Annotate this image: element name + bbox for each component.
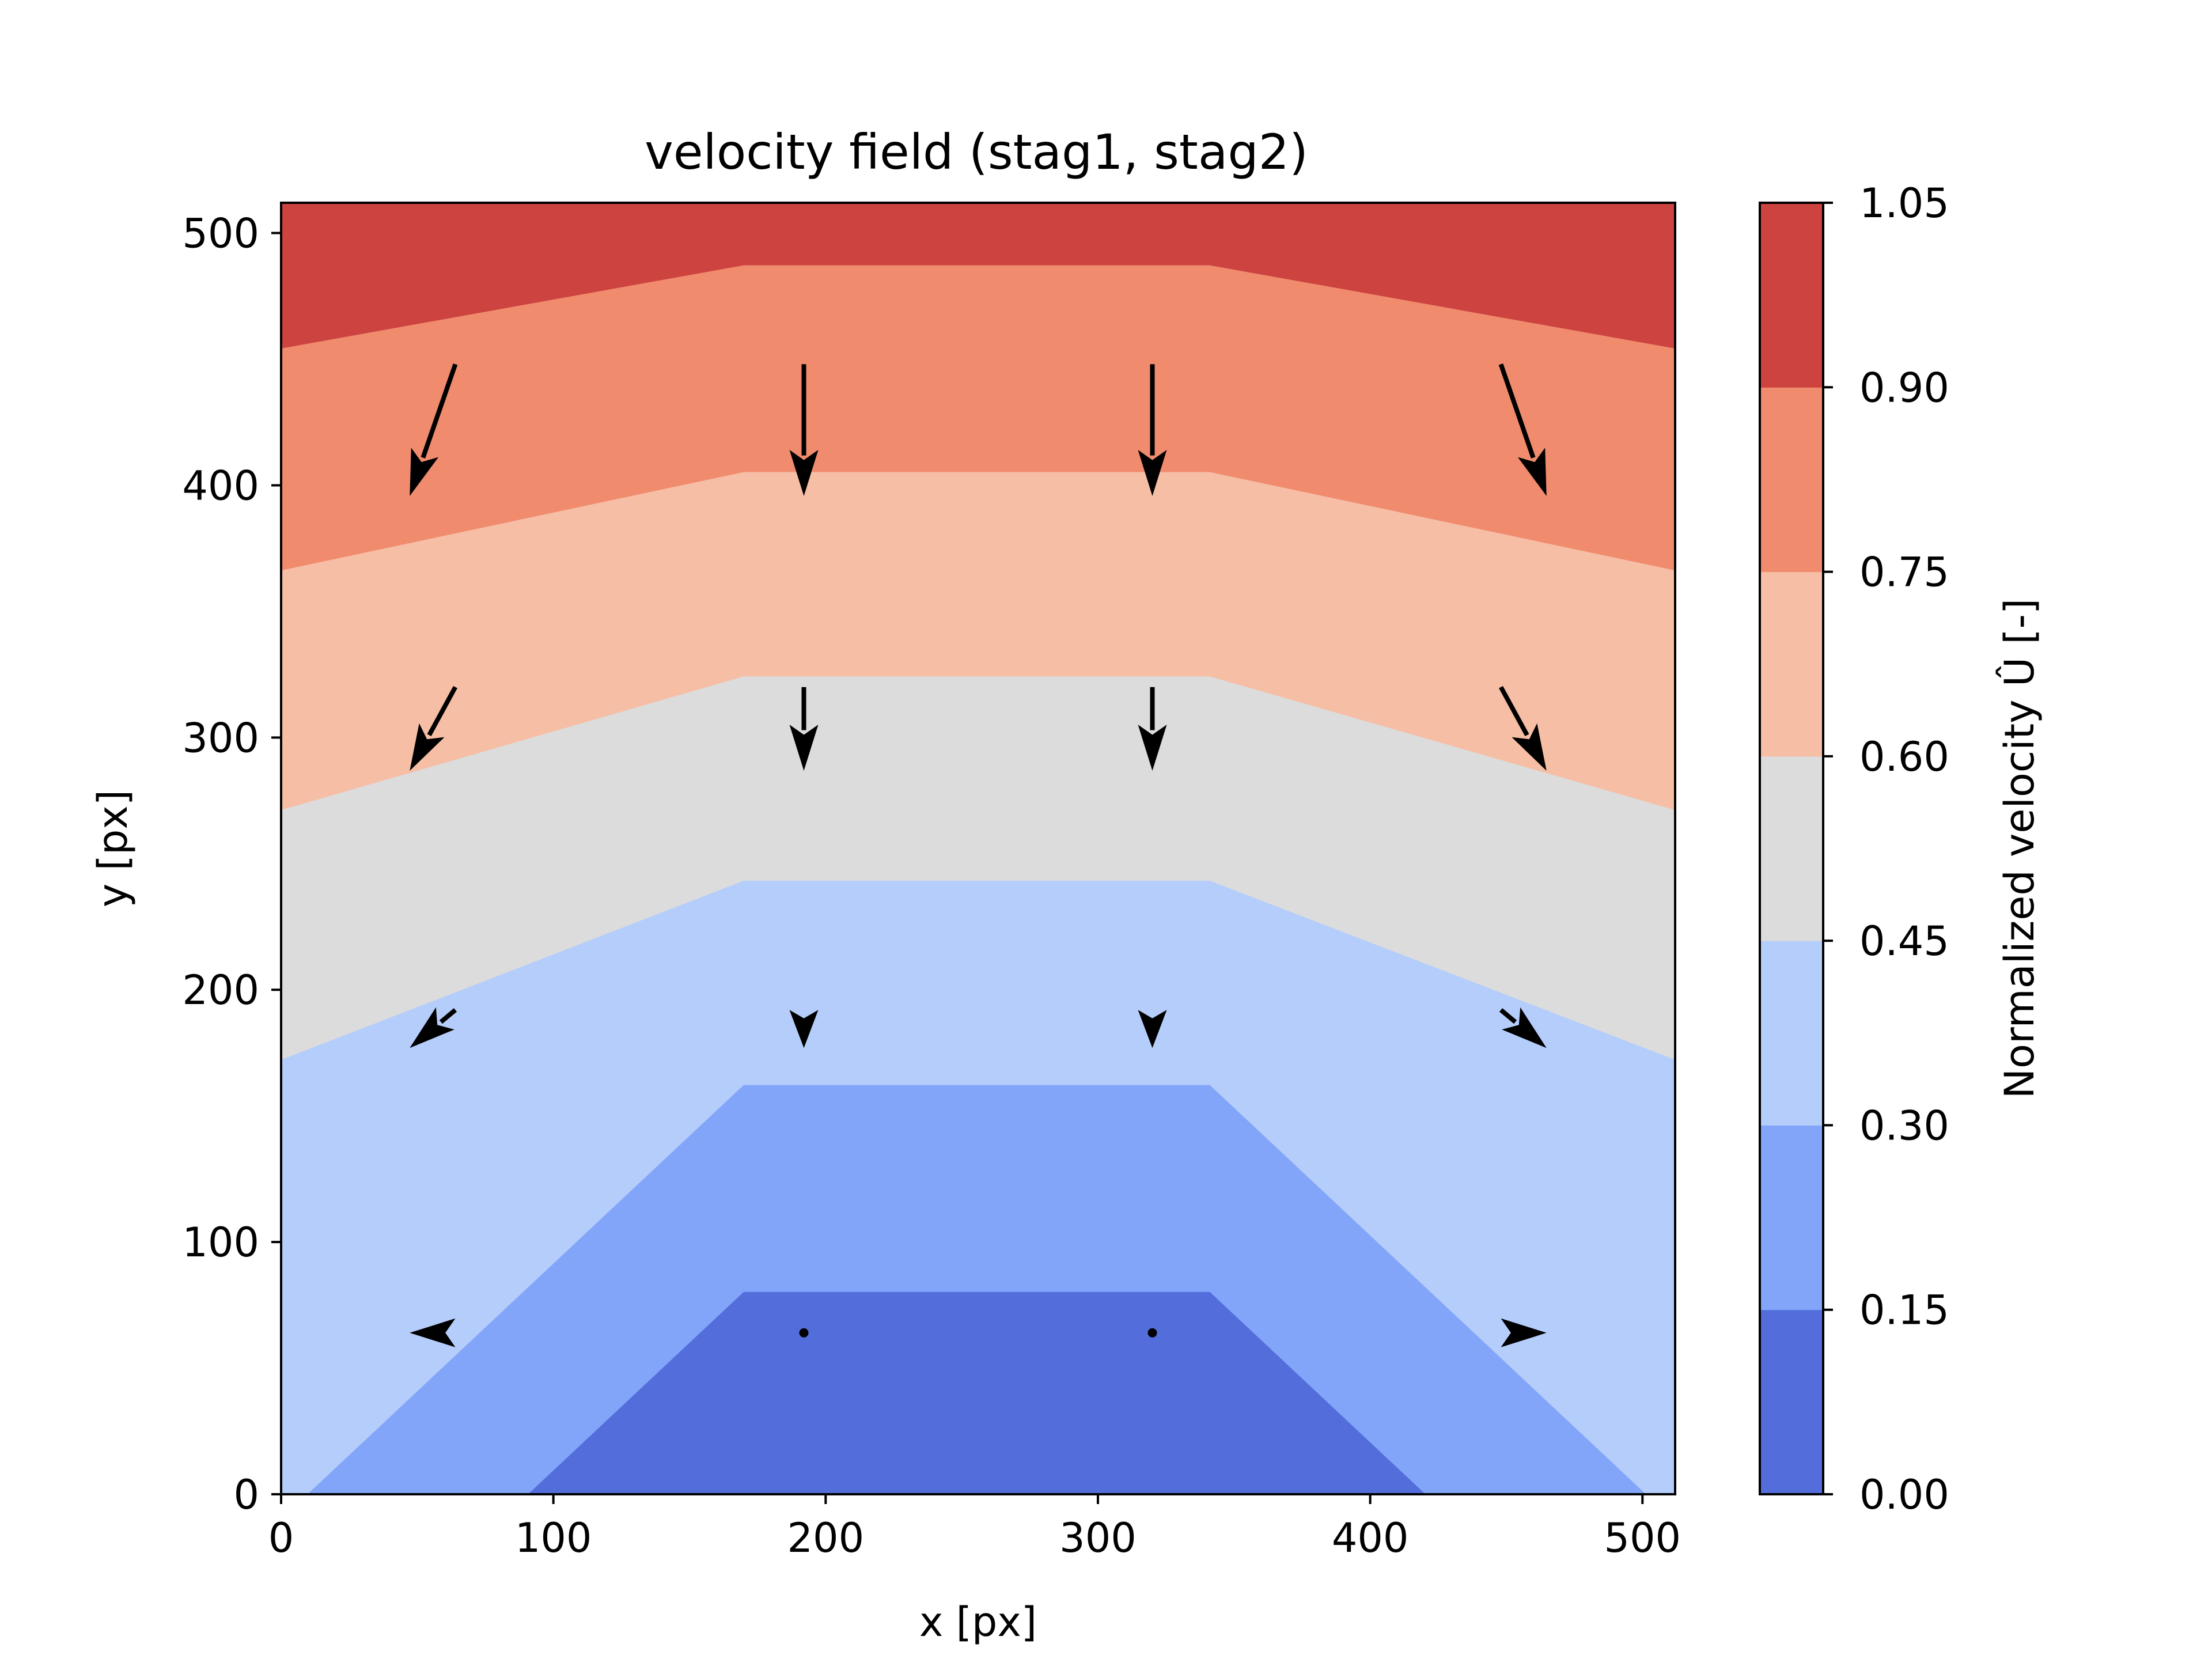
colorbar-band-3 bbox=[1759, 756, 1824, 941]
x-tick-label: 400 bbox=[1332, 1514, 1409, 1562]
contour-layer bbox=[281, 202, 1676, 1495]
y-tick-label: 500 bbox=[182, 210, 259, 257]
colorbar-label: Normalized velocity Û [-] bbox=[1996, 599, 2043, 1099]
quiver-arrow bbox=[410, 1318, 456, 1347]
quiver-arrow bbox=[410, 1007, 457, 1048]
plot-area bbox=[280, 202, 1676, 1495]
x-tick-label: 0 bbox=[268, 1514, 294, 1562]
quiver-arrow bbox=[1501, 1318, 1547, 1347]
y-axis-label: y [px] bbox=[89, 790, 137, 907]
colorbar-frame bbox=[1759, 202, 1824, 1495]
quiver-arrow bbox=[1499, 1007, 1547, 1048]
y-tick-label: 200 bbox=[182, 967, 259, 1014]
colorbar-band-5 bbox=[1759, 387, 1824, 573]
colorbar: 0.00 0.15 0.30 0.45 0.60 0.75 0.90 1.05 Normali… bbox=[1759, 180, 2043, 1518]
quiver-arrow bbox=[1138, 364, 1167, 496]
x-axis: 0 100 200 300 400 500 bbox=[268, 1494, 1681, 1562]
colorbar-tick-label: 0.75 bbox=[1859, 549, 1949, 596]
y-tick-label: 0 bbox=[233, 1471, 259, 1518]
colorbar-tick-label: 0.60 bbox=[1859, 733, 1949, 781]
quiver-arrow bbox=[1498, 363, 1547, 496]
colorbar-band-4 bbox=[1759, 571, 1824, 757]
colorbar-band-0 bbox=[1759, 1309, 1824, 1495]
chart-title: velocity field (stag1, stag2) bbox=[645, 124, 1308, 180]
colorbar-tick-label: 0.15 bbox=[1859, 1287, 1949, 1334]
quiver-layer bbox=[410, 363, 1547, 1347]
quiver-arrow bbox=[1138, 1010, 1167, 1048]
colorbar-tick-label: 0.45 bbox=[1859, 918, 1949, 965]
y-tick-label: 100 bbox=[182, 1219, 259, 1266]
y-tick-label: 400 bbox=[182, 462, 259, 509]
quiver-arrow bbox=[410, 685, 458, 771]
quiver-arrow bbox=[410, 363, 458, 496]
quiver-arrow bbox=[789, 687, 819, 771]
quiver-arrow bbox=[789, 364, 819, 496]
y-tick-label: 300 bbox=[182, 714, 259, 762]
colorbar-band-1 bbox=[1759, 1124, 1824, 1310]
colorbar-tick-label: 0.90 bbox=[1859, 364, 1949, 411]
colorbar-tick-label: 0.30 bbox=[1859, 1102, 1949, 1149]
quiver-arrow bbox=[1138, 687, 1167, 771]
colorbar-band-2 bbox=[1759, 940, 1824, 1126]
colorbar-tick-label: 0.00 bbox=[1859, 1471, 1949, 1518]
colorbar-ticks: 0.00 0.15 0.30 0.45 0.60 0.75 0.90 1.05 bbox=[1823, 180, 1949, 1518]
quiver-arrow bbox=[799, 1328, 809, 1338]
colorbar-bands bbox=[1759, 202, 1824, 1495]
x-tick-label: 300 bbox=[1059, 1514, 1137, 1562]
colorbar-tick-label: 1.05 bbox=[1859, 180, 1949, 227]
quiver-arrow bbox=[1498, 685, 1547, 771]
y-axis: 0 100 200 300 400 500 bbox=[182, 210, 281, 1518]
plot-frame bbox=[280, 202, 1676, 1495]
colorbar-band-6 bbox=[1759, 202, 1824, 388]
x-tick-label: 100 bbox=[515, 1514, 592, 1562]
quiver-arrow bbox=[789, 1010, 819, 1048]
x-tick-label: 500 bbox=[1604, 1514, 1681, 1562]
quiver-arrow bbox=[1147, 1328, 1157, 1338]
x-tick-label: 200 bbox=[787, 1514, 865, 1562]
x-axis-label: x [px] bbox=[919, 1599, 1037, 1646]
